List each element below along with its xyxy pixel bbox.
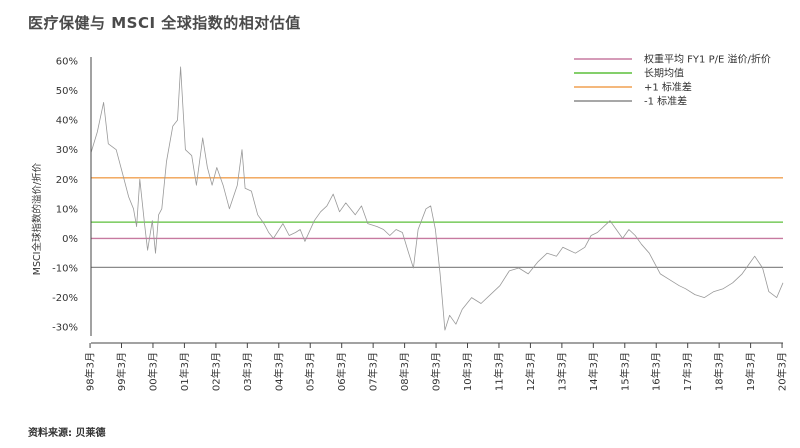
y-tick-label: 30% [56, 145, 78, 156]
series-lines [90, 66, 784, 331]
x-tick-label: 00年3月 [146, 352, 159, 391]
x-tick-label: 15年3月 [618, 352, 631, 391]
x-tick-label: 19年3月 [744, 352, 757, 391]
y-tick-label: 40% [56, 116, 78, 127]
x-tick-label: 08年3月 [398, 352, 411, 391]
x-tick-label: 07年3月 [367, 352, 380, 391]
x-tick-label: 04年3月 [272, 352, 285, 391]
y-tick-label: 0% [62, 234, 78, 245]
x-tick-label: 06年3月 [335, 352, 348, 391]
x-tick-label: 09年3月 [430, 352, 443, 391]
y-tick-label: 10% [56, 204, 78, 215]
x-tick-label: 01年3月 [178, 352, 191, 391]
x-tick-label: 17年3月 [681, 352, 694, 391]
y-tick-label: 50% [56, 86, 78, 97]
legend-label: +1 标准差 [644, 81, 692, 94]
reference-lines [91, 177, 783, 269]
y-tick-label: -10% [52, 263, 78, 274]
source-note: 资料来源: 贝莱德 [28, 428, 106, 439]
chart-title: 医疗保健与 MSCI 全球指数的相对估值 [28, 14, 301, 32]
x-tick-label: 11年3月 [492, 352, 505, 391]
legend-label: 长期均值 [644, 67, 684, 80]
x-tick-label: 12年3月 [524, 352, 537, 391]
x-tick-label: 02年3月 [209, 352, 222, 391]
x-tick-label: 20年3月 [776, 352, 789, 391]
y-tick-label: 20% [56, 175, 78, 186]
y-tick-label: 60% [56, 57, 78, 68]
x-tick-label: 05年3月 [304, 352, 317, 391]
x-tick-label: 98年3月 [84, 352, 97, 391]
legend-label: 权重平均 FY1 P/E 溢价/折价 [644, 53, 771, 66]
axes: 60% 50% 40% 30% 20% 10% 0% -10% -20% -30% 98年3月 99年… [52, 57, 788, 392]
x-tick-label: 03年3月 [241, 352, 254, 391]
y-tick-label: -30% [52, 323, 78, 334]
x-tick-label: 10年3月 [461, 352, 474, 391]
series-line-premium [90, 66, 784, 331]
x-tick-label: 14年3月 [587, 352, 600, 391]
y-tick-label: -20% [52, 293, 78, 304]
legend-label: -1 标准差 [644, 95, 687, 108]
x-tick-label: 99年3月 [115, 352, 128, 391]
y-axis-label: MSCI全球指数的溢价/折价 [31, 162, 43, 275]
x-tick-label: 18年3月 [713, 352, 726, 391]
x-tick-label: 13年3月 [555, 352, 568, 391]
x-tick-label: 16年3月 [650, 352, 663, 391]
